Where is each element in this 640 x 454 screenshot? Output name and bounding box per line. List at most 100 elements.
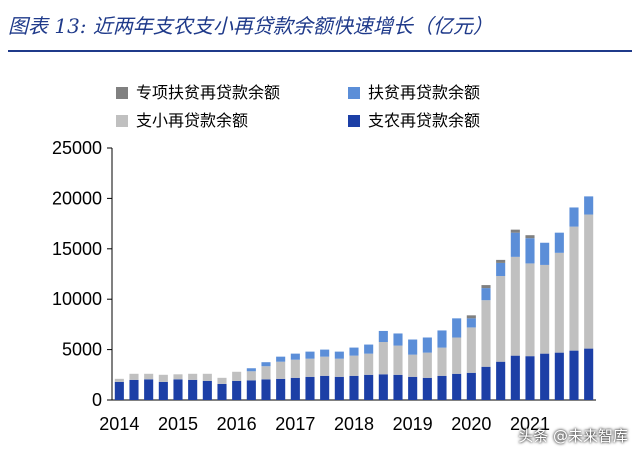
legend-swatch [348, 87, 360, 99]
bar-segment [305, 376, 315, 400]
bar-segment [290, 377, 300, 400]
legend-label: 支小再贷款余额 [136, 111, 248, 130]
bar-segment [408, 339, 418, 355]
bar-segment [466, 318, 476, 328]
bar-segment [144, 379, 154, 400]
x-tick-label: 2019 [393, 414, 433, 434]
bar-segment [437, 375, 447, 400]
bar-segment [378, 330, 388, 343]
y-tick-label: 20000 [52, 188, 102, 208]
bar-segment [188, 373, 198, 380]
bar-segment [569, 226, 579, 351]
bar-segment [510, 256, 520, 356]
bar-segment [188, 379, 198, 400]
bar-segment [305, 358, 315, 377]
y-tick-label: 25000 [52, 138, 102, 158]
bar-segment [290, 359, 300, 378]
legend-swatch [116, 115, 128, 127]
bar-segment [422, 352, 432, 378]
bar-segment [114, 381, 124, 400]
bar-segment [232, 380, 242, 400]
bar-segment [320, 349, 330, 357]
x-tick-label: 2018 [334, 414, 374, 434]
bar-segment [202, 373, 212, 381]
bar-segment [452, 318, 462, 338]
bar-segment [554, 232, 564, 253]
bar-segment [158, 374, 168, 382]
bar-segment [261, 379, 271, 400]
bar-segment [202, 380, 212, 400]
bar-segment [276, 378, 286, 400]
bar-segment [393, 374, 403, 400]
bar-segment [114, 378, 124, 382]
legend-label: 支农再贷款余额 [368, 111, 480, 130]
bar-segment [349, 375, 359, 400]
bar-segment [246, 380, 256, 400]
bar-segment [584, 196, 594, 215]
bar-segment [481, 288, 491, 301]
bar-segment [540, 264, 550, 354]
bar-segment [246, 368, 256, 372]
bar-segment [246, 371, 256, 381]
bar-segment [510, 355, 520, 400]
bar-segment [393, 333, 403, 346]
bar-segment [334, 376, 344, 400]
watermark: 头条 @未来智库 [518, 427, 628, 445]
bar-segment [408, 354, 418, 377]
bar-segment [276, 361, 286, 379]
bar-segment [232, 371, 242, 381]
bar-segment [554, 252, 564, 353]
bar-segment [466, 327, 476, 373]
title-divider [8, 50, 632, 52]
bar-segment [261, 362, 271, 367]
bar-segment [129, 379, 139, 400]
x-tick-label: 2017 [275, 414, 315, 434]
bar-segment [173, 379, 183, 400]
bar-segment [437, 347, 447, 376]
bar-segment [525, 263, 535, 357]
bar-segment [496, 262, 506, 277]
bar-segment [217, 383, 227, 400]
bar-segment [525, 235, 535, 239]
bar-segment [320, 375, 330, 400]
bar-segment [496, 276, 506, 362]
bar-segment [334, 358, 344, 377]
bar-segment [290, 353, 300, 360]
legend-swatch [116, 87, 128, 99]
bar-segment [422, 337, 432, 353]
bar-segment [481, 366, 491, 400]
bar-segment [349, 355, 359, 376]
bar-segment [393, 345, 403, 375]
bar-segment [364, 344, 374, 354]
bar-segment [276, 356, 286, 362]
bar-segment [320, 356, 330, 376]
bar-segment [584, 214, 594, 349]
bar-segment [437, 330, 447, 348]
bar-segment [540, 242, 550, 265]
bar-segment [129, 373, 139, 380]
bar-segment [584, 348, 594, 400]
bar-segment [525, 238, 535, 264]
x-tick-label: 2021 [510, 414, 550, 434]
figure-label: 图表 13: [8, 14, 87, 38]
figure-title: 图表 13: 近两年支农支小再贷款余额快速增长（亿元） [8, 6, 632, 46]
y-tick-label: 10000 [52, 289, 102, 309]
bar-segment [510, 229, 520, 233]
x-tick-label: 2014 [99, 414, 139, 434]
x-tick-label: 2016 [217, 414, 257, 434]
bar-segment [408, 376, 418, 400]
bar-segment [569, 350, 579, 400]
bar-segment [481, 285, 491, 289]
bar-segment [496, 361, 506, 400]
legend-label: 扶贫再贷款余额 [368, 83, 480, 102]
bar-segment [466, 315, 476, 319]
bar-segment [158, 381, 168, 400]
y-tick-label: 0 [92, 390, 102, 410]
bar-segment [452, 337, 462, 374]
bar-segment [496, 259, 506, 263]
x-tick-label: 2015 [158, 414, 198, 434]
bar-segment [364, 374, 374, 400]
bar-segment [452, 373, 462, 400]
bar-segment [305, 351, 315, 359]
